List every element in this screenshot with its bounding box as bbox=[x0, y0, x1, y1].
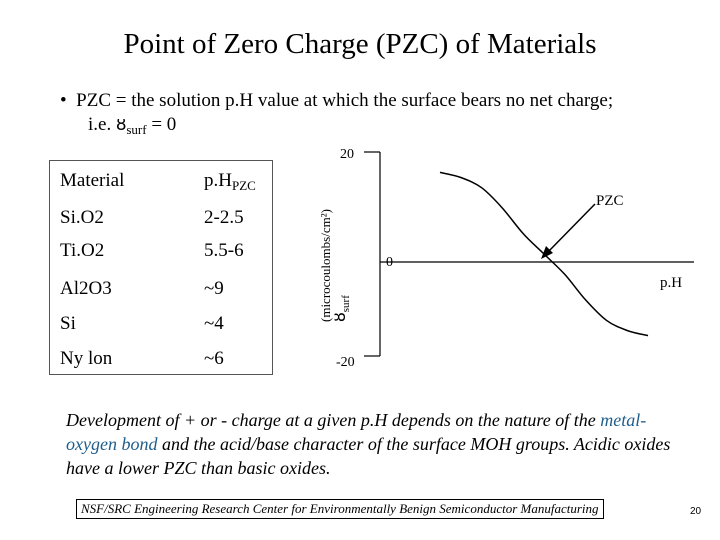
y-axis-sigma-sub: surf bbox=[340, 295, 352, 312]
pzc-arrowhead bbox=[541, 246, 553, 259]
bullet-equation: i.e. ȣsurf = 0 bbox=[88, 114, 176, 138]
bullet-definition: • PZC = the solution p.H value at which … bbox=[60, 90, 613, 112]
table-row-value: 2-2.5 bbox=[204, 207, 244, 228]
materials-table: Material p.HPZC Si.O2 2-2.5 Ti.O2 5.5-6 … bbox=[49, 160, 273, 375]
page-number: 20 bbox=[690, 506, 702, 517]
table-row-material: Al2O3 bbox=[60, 278, 112, 299]
page-title: Point of Zero Charge (PZC) of Materials bbox=[123, 28, 597, 60]
pzc-annotation: PZC bbox=[596, 193, 624, 209]
ph-header-main: p.H bbox=[204, 170, 232, 191]
sigma-subscript: surf bbox=[126, 122, 147, 137]
bullet-text: PZC = the solution p.H value at which th… bbox=[76, 90, 614, 111]
bullet-marker: • bbox=[60, 90, 67, 111]
credit-box: NSF/SRC Engineering Research Center for … bbox=[76, 499, 604, 519]
ph-header-sub: PZC bbox=[231, 178, 256, 193]
table-row-value: ~4 bbox=[204, 313, 224, 334]
table-row-value: 5.5-6 bbox=[204, 240, 244, 261]
explanation-text: Development of + or - charge at a given … bbox=[66, 408, 676, 480]
y-axis-sigma: ȣ bbox=[330, 312, 349, 322]
svg-text:ȣsurf: ȣsurf bbox=[330, 295, 352, 322]
pzc-arrow bbox=[546, 203, 596, 254]
y-axis-label: ȣsurf (microcoulombs/cm²) bbox=[318, 209, 352, 322]
y-tick-label-top: 20 bbox=[340, 147, 354, 162]
explanation-highlight: metal-oxygen bond bbox=[66, 410, 647, 454]
bullet-prefix: i.e. bbox=[88, 114, 116, 135]
table-row-material: Si bbox=[60, 313, 76, 334]
y-tick-label-zero: 0 bbox=[386, 255, 393, 270]
explanation-part2: and the acid/base character of the surfa… bbox=[66, 434, 671, 478]
table-row-material: Ny lon bbox=[60, 348, 113, 369]
table-row-value: ~9 bbox=[204, 278, 224, 299]
explanation-part1: Development of + or - charge at a given … bbox=[66, 410, 601, 430]
table-row-material: Ti.O2 bbox=[60, 240, 105, 261]
table-row-material: Si.O2 bbox=[60, 207, 104, 228]
bullet-suffix: = 0 bbox=[146, 114, 177, 135]
y-axis-units: (microcoulombs/cm²) bbox=[318, 209, 333, 322]
table-header-material: Material bbox=[60, 170, 125, 191]
sigma-symbol: ȣ bbox=[115, 115, 127, 135]
table-header-ph: p.HPZC bbox=[204, 170, 256, 194]
x-axis-label: p.H bbox=[660, 275, 682, 291]
y-tick-label-bottom: -20 bbox=[336, 355, 355, 370]
table-row-value: ~6 bbox=[204, 348, 224, 369]
